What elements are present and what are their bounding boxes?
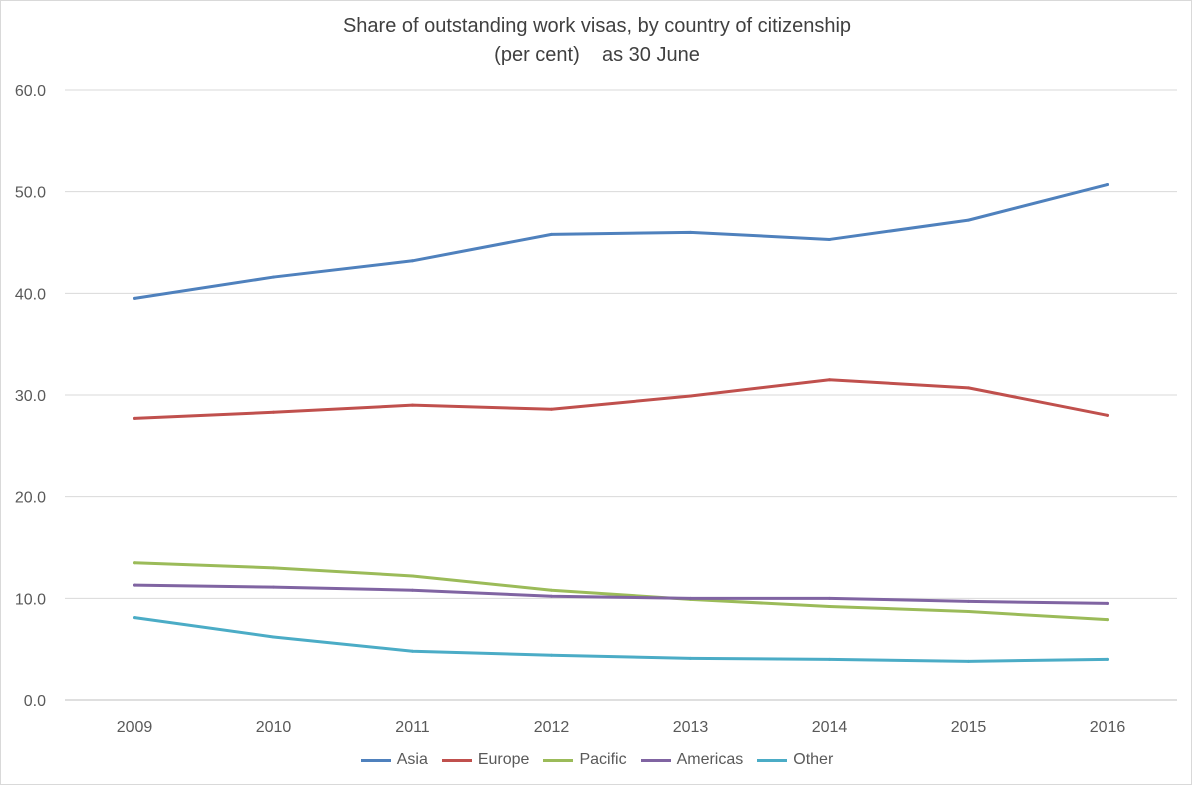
data-point-pacific	[550, 588, 553, 592]
legend-swatch	[757, 758, 788, 762]
x-tick-label: 2011	[395, 719, 430, 736]
x-tick-label: 2012	[534, 719, 570, 736]
data-point-pacific	[411, 574, 414, 578]
data-point-americas	[828, 596, 831, 600]
data-point-other	[1106, 657, 1109, 661]
data-point-other	[550, 653, 553, 657]
data-point-asia	[828, 237, 831, 241]
legend: Asia Europe Pacific Americas Other	[1, 751, 1191, 769]
data-point-pacific	[967, 610, 970, 614]
y-tick-label: 0.0	[24, 693, 46, 710]
legend-label: Europe	[477, 751, 530, 768]
y-tick-label: 10.0	[15, 591, 46, 608]
legend-item: Europe	[441, 751, 530, 769]
x-tick-label: 2010	[256, 719, 292, 736]
data-point-americas	[967, 599, 970, 603]
y-tick-label: 60.0	[15, 83, 46, 100]
legend-item: Americas	[640, 751, 744, 769]
y-tick-label: 40.0	[15, 286, 46, 303]
chart-title-line1: Share of outstanding work visas, by coun…	[342, 15, 852, 37]
x-tick-label: 2014	[812, 719, 848, 736]
legend-label: Asia	[396, 751, 428, 768]
data-point-asia	[133, 296, 136, 300]
data-point-pacific	[1106, 618, 1109, 622]
legend-item: Pacific	[543, 751, 627, 769]
data-point-other	[411, 649, 414, 653]
data-point-asia	[1106, 183, 1109, 187]
chart-title-line2: (per cent) as 30 June	[494, 44, 700, 66]
series-line-asia	[133, 183, 1109, 300]
data-point-other	[967, 659, 970, 663]
data-point-other	[133, 616, 136, 620]
legend-swatch	[441, 758, 472, 762]
data-point-americas	[272, 585, 275, 589]
legend-swatch	[640, 758, 671, 762]
data-point-other	[828, 657, 831, 661]
data-point-asia	[967, 218, 970, 222]
data-point-europe	[689, 394, 692, 398]
data-point-asia	[272, 275, 275, 279]
data-point-europe	[133, 416, 136, 420]
x-tick-label: 2016	[1090, 719, 1126, 736]
data-point-asia	[411, 259, 414, 263]
legend-item: Asia	[360, 751, 428, 769]
legend-label: Pacific	[579, 751, 627, 768]
legend-swatch	[360, 758, 391, 762]
series-line-americas	[133, 583, 1109, 605]
x-tick-label: 2013	[673, 719, 709, 736]
y-tick-label: 50.0	[15, 185, 46, 202]
data-point-asia	[689, 230, 692, 234]
series-line-europe	[133, 378, 1109, 420]
data-point-asia	[550, 232, 553, 236]
data-point-americas	[1106, 601, 1109, 605]
x-tick-label: 2015	[951, 719, 987, 736]
data-point-europe	[1106, 413, 1109, 417]
legend-item: Other	[757, 751, 833, 769]
y-tick-label: 30.0	[15, 388, 46, 405]
data-point-other	[689, 656, 692, 660]
data-point-americas	[133, 583, 136, 587]
data-point-pacific	[272, 566, 275, 570]
data-point-pacific	[828, 604, 831, 608]
series-line-other	[133, 616, 1109, 663]
legend-swatch	[543, 758, 574, 762]
legend-label: Other	[793, 751, 834, 768]
data-point-europe	[272, 410, 275, 414]
data-point-europe	[828, 378, 831, 382]
data-point-americas	[550, 594, 553, 598]
y-tick-label: 20.0	[15, 490, 46, 507]
data-point-pacific	[133, 561, 136, 565]
data-point-europe	[411, 403, 414, 407]
series-line-pacific	[133, 561, 1109, 622]
legend-label: Americas	[676, 751, 744, 768]
x-tick-label: 2009	[117, 719, 153, 736]
data-point-europe	[967, 386, 970, 390]
data-point-americas	[689, 596, 692, 600]
data-point-europe	[550, 407, 553, 411]
data-point-other	[272, 635, 275, 639]
data-point-americas	[411, 588, 414, 592]
